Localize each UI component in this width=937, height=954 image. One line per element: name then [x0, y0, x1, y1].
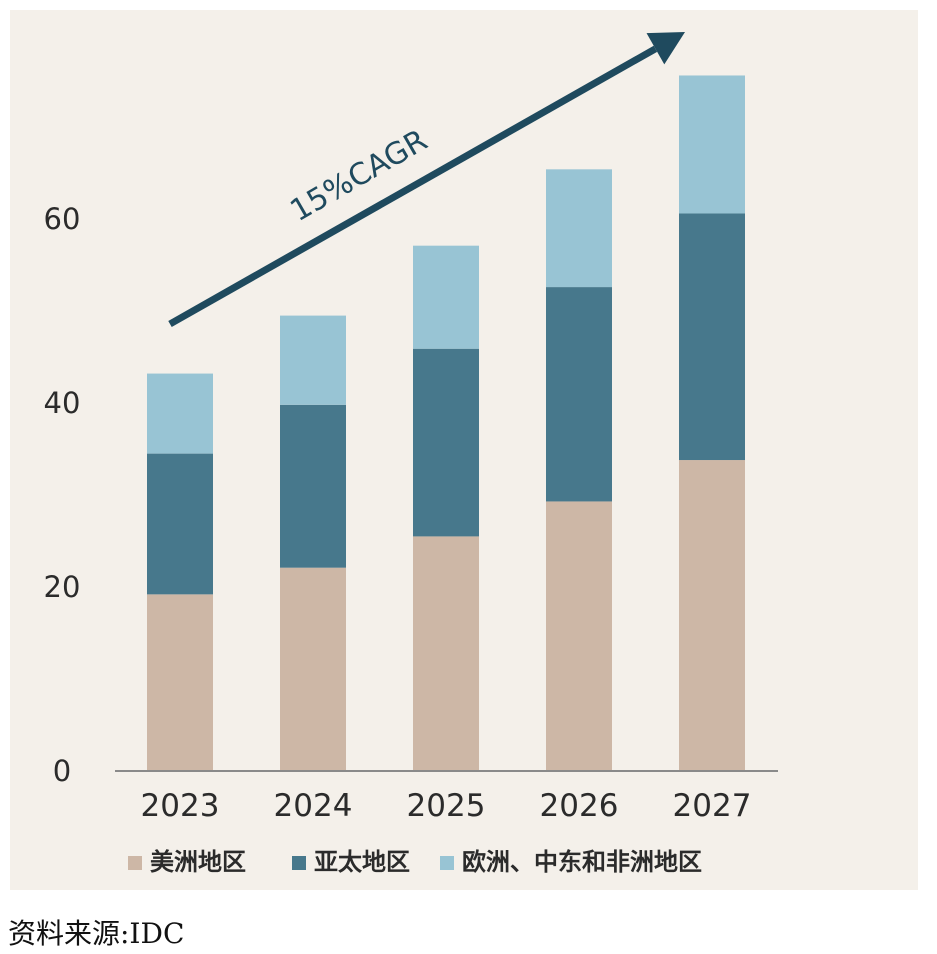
bar-2026-series-3 [546, 169, 612, 288]
x-tick-label: 2027 [673, 788, 752, 824]
x-tick-label: 2023 [141, 788, 220, 824]
legend-swatch [292, 856, 306, 870]
bar-2024-series-1 [280, 567, 346, 771]
legend-swatch [440, 856, 454, 870]
cagr-arrow-line [168, 45, 658, 328]
chart-panel: 0 20 40 60 2023 2024 2025 2026 2027 15%CAGR 美洲地… [10, 10, 918, 890]
bars [147, 75, 745, 771]
bar-2024-series-2 [280, 404, 346, 568]
y-tick-label: 20 [44, 570, 81, 604]
y-tick-label: 0 [53, 754, 71, 788]
bar-2023-series-3 [147, 373, 213, 454]
y-tick-label: 40 [44, 386, 81, 420]
legend-label: 美洲地区 [150, 848, 246, 876]
legend-label: 欧洲、中东和非洲地区 [462, 848, 702, 876]
x-tick-label: 2026 [540, 788, 619, 824]
legend-label: 亚太地区 [314, 848, 410, 876]
y-axis-ticks: 0 20 40 60 [44, 202, 81, 788]
bar-2026-series-1 [546, 501, 612, 771]
x-tick-label: 2024 [274, 788, 353, 824]
bar-2023-series-2 [147, 453, 213, 595]
bar-2025-series-2 [413, 348, 479, 537]
bar-2026-series-2 [546, 287, 612, 502]
legend: 美洲地区 亚太地区 欧洲、中东和非洲地区 [128, 848, 702, 876]
cagr-arrow-head-icon [646, 32, 685, 65]
bar-2025-series-3 [413, 245, 479, 349]
source-note: 资料来源:IDC [8, 917, 185, 950]
bar-2023-series-1 [147, 594, 213, 771]
bar-2025-series-1 [413, 536, 479, 771]
bar-2024-series-3 [280, 315, 346, 405]
y-tick-label: 60 [44, 202, 81, 236]
bar-2027-series-2 [679, 213, 745, 461]
legend-swatch [128, 856, 142, 870]
bar-2027-series-1 [679, 460, 745, 771]
x-axis-labels: 2023 2024 2025 2026 2027 [141, 788, 752, 824]
x-tick-label: 2025 [407, 788, 486, 824]
bar-2027-series-3 [679, 75, 745, 214]
